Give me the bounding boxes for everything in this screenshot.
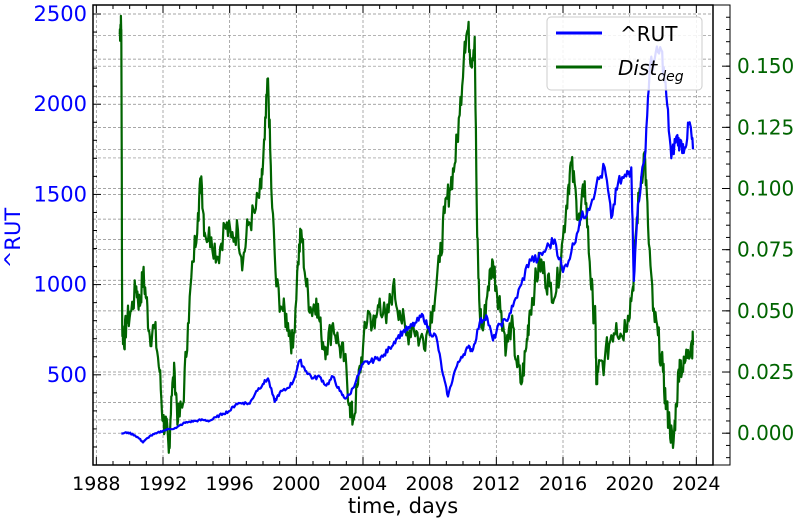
x-tick-label: 2008 <box>405 473 453 495</box>
labels: 1988 1992 1996 2000 2004 2008 2012 2016 2020 2024… <box>34 2 795 495</box>
legend: ^RUT Distdeg <box>546 16 703 91</box>
y-left-tick-label: 2000 <box>34 92 87 116</box>
y-left-tick-label: 1500 <box>34 182 87 206</box>
series-line-rut <box>121 45 695 444</box>
y-right-tick-label: 0.025 <box>737 360 794 384</box>
ticks <box>93 5 730 465</box>
legend-box <box>546 16 703 91</box>
y-right-tick-label: 0.050 <box>737 299 794 323</box>
x-tick-label: 2016 <box>539 473 587 495</box>
y-right-tick-label: 0.150 <box>737 54 794 78</box>
x-tick-label: 2024 <box>672 473 720 495</box>
x-tick-label: 1988 <box>72 473 120 495</box>
x-tick-label: 1996 <box>205 473 253 495</box>
x-tick-label: 2020 <box>605 473 653 495</box>
legend-label-dist-sub: deg <box>657 69 684 85</box>
y-left-tick-label: 2500 <box>34 2 87 26</box>
x-tick-label: 2000 <box>272 473 320 495</box>
y-right-tick-label: 0.100 <box>737 177 794 201</box>
y-left-tick-label: 1000 <box>34 273 87 297</box>
y-left-tick-label: 500 <box>47 363 87 387</box>
y-right-tick-label: 0.125 <box>737 115 794 139</box>
legend-label-rut: ^RUT <box>620 22 678 46</box>
y-right-tick-label: 0.000 <box>737 421 794 445</box>
x-tick-label: 1992 <box>139 473 187 495</box>
y-right-tick-label: 0.075 <box>737 238 794 262</box>
legend-label-dist-base: Dist <box>618 56 658 80</box>
x-tick-label: 2012 <box>472 473 520 495</box>
right-axis-frame <box>712 4 731 466</box>
x-axis-label: time, days <box>348 494 458 518</box>
y-axis-label-left: ^RUT <box>1 208 25 269</box>
x-tick-label: 2004 <box>339 473 387 495</box>
legend-label-dist: Distdeg <box>618 56 684 85</box>
series-layer <box>118 14 695 454</box>
